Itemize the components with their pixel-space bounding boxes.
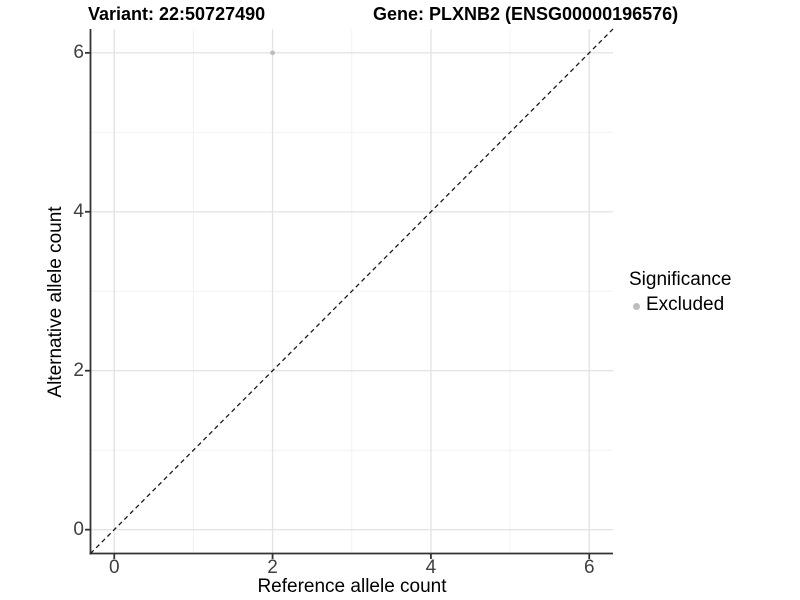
legend: Significance Excluded — [629, 269, 731, 316]
x-tick-label: 4 — [425, 557, 437, 578]
x-tick-label: 0 — [108, 557, 120, 578]
y-tick-label: 2 — [73, 359, 84, 381]
legend-item-label: Excluded — [646, 294, 725, 315]
legend-key-dot-icon — [633, 302, 640, 310]
legend-item-excluded: Excluded — [629, 294, 731, 316]
x-axis-title: Reference allele count — [257, 576, 447, 597]
y-tick-label: 0 — [73, 518, 84, 540]
y-tick-label: 6 — [73, 41, 84, 63]
y-tick-label: 4 — [73, 200, 84, 222]
gene-title: Gene: PLXNB2 (ENSG00000196576) — [373, 4, 679, 24]
data-point-excluded — [270, 50, 275, 56]
legend-title: Significance — [629, 269, 732, 290]
identity-reference-line — [90, 28, 614, 554]
variant-title: Variant: 22:50727490 — [88, 4, 266, 24]
x-tick-label: 6 — [583, 557, 595, 578]
x-tick-label: 2 — [267, 557, 278, 578]
